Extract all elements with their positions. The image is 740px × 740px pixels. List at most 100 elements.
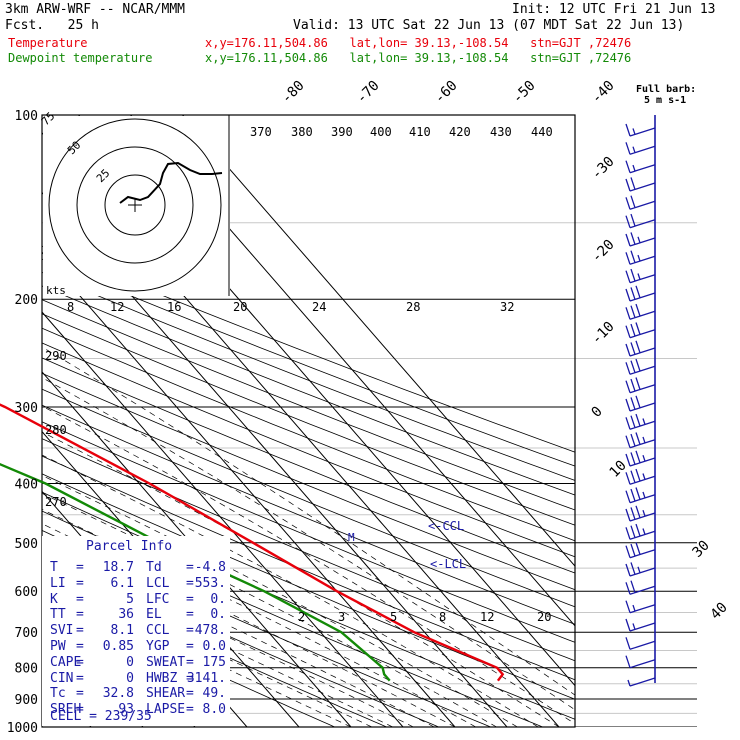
dry-adiabat — [42, 591, 335, 727]
parcel-cell: LFC — [146, 591, 170, 607]
parcel-cell: = — [186, 654, 194, 670]
theta-label: 370 — [250, 125, 272, 139]
parcel-cell: K — [50, 591, 58, 607]
temperature-profile — [0, 403, 505, 682]
pressure-tick-label: 1000 — [7, 721, 38, 736]
wind-barb — [625, 195, 656, 210]
parcel-cell: = — [186, 591, 194, 607]
dry-adiabat — [42, 245, 575, 453]
wind-barb — [625, 523, 656, 540]
wind-barb — [625, 250, 656, 265]
mixing-ratio-label: 3 — [338, 610, 345, 624]
wind-barb — [625, 505, 656, 522]
parcel-cell: = — [186, 560, 194, 575]
parcel-cell: SVI — [50, 623, 74, 639]
theta-label: 420 — [449, 125, 471, 139]
isotherm-label: 10 — [607, 458, 630, 481]
wind-barb — [625, 450, 656, 467]
isotherm-line — [182, 115, 575, 567]
wind-barb — [627, 677, 656, 687]
parcel-cell: 175 — [202, 654, 226, 670]
isotherm-label: -60 — [432, 78, 461, 107]
parcel-cell: = — [186, 575, 194, 591]
dry-adiabat — [42, 271, 575, 481]
parcel-cell: 0.0 — [202, 639, 226, 654]
parcel-cell: CIN — [50, 670, 74, 686]
theta-label: 270 — [45, 495, 67, 509]
parcel-cell: LAPSE — [146, 702, 186, 718]
wind-barb — [625, 580, 656, 595]
mixing-ratio-label: 2 — [298, 610, 305, 624]
wind-barb — [625, 542, 656, 559]
wind-barb — [625, 395, 656, 412]
pressure-tick-label: 800 — [15, 662, 38, 677]
parcel-cell: = — [186, 607, 194, 623]
mixing-ratio-label: 12 — [110, 300, 124, 314]
parcel-cell: = — [76, 702, 84, 718]
isotherm-label: -80 — [279, 78, 308, 107]
parcel-cell: 0. — [210, 591, 226, 607]
parcel-cell: = — [76, 575, 84, 591]
dry-adiabat — [42, 570, 387, 727]
moist-adiabat — [42, 508, 476, 727]
dry-adiabat — [42, 404, 575, 625]
parcel-cell: 32.8 — [102, 686, 134, 702]
parcel-cell: EL — [146, 607, 162, 623]
wind-barb — [625, 600, 656, 614]
model-title: 3km ARW-WRF -- NCAR/MMM — [5, 2, 186, 17]
temperature-station-info: x,y=176.11,504.86 lat,lon= 39.13,-108.54… — [205, 36, 632, 50]
parcel-cell: CAPE — [50, 654, 82, 670]
wind-barb — [625, 123, 656, 137]
parcel-cell: 8.0 — [202, 702, 226, 718]
dry-adiabat — [42, 258, 575, 467]
parcel-cell: T — [50, 560, 58, 575]
parcel-cell: = — [76, 686, 84, 702]
isotherm-label: 30 — [690, 538, 713, 561]
parcel-cell: SHEAR — [146, 686, 186, 702]
isotherm-line — [42, 251, 456, 727]
pressure-tick-label: 900 — [15, 693, 38, 708]
isotherm-label: -30 — [589, 154, 618, 183]
parcel-cell: 0. — [210, 607, 226, 623]
wind-barb — [625, 177, 656, 192]
theta-label: 280 — [45, 423, 67, 437]
parcel-cell: SWEAT — [146, 654, 186, 670]
parcel-cell: 0 — [126, 670, 134, 686]
dewpoint-station-info: x,y=176.11,504.86 lat,lon= 39.13,-108.54… — [205, 51, 632, 65]
moist-adiabat — [42, 474, 518, 727]
wind-barb — [625, 340, 656, 357]
init-time: Init: 12 UTC Fri 21 Jun 13 — [512, 2, 716, 17]
mixing-ratio-label: 20 — [537, 610, 551, 624]
wind-barb — [625, 618, 656, 632]
parcel-cell: = — [76, 654, 84, 670]
mixing-ratio-label: 8 — [439, 610, 446, 624]
ccl-marker: <-CCL — [428, 519, 464, 533]
barb-legend-title: Full barb: — [636, 84, 697, 95]
mixing-ratio-label: 28 — [406, 300, 420, 314]
parcel-cell: 0.85 — [102, 639, 134, 654]
mixing-ratio-label: 12 — [480, 610, 494, 624]
theta-label: 290 — [45, 349, 67, 363]
plot-frame — [41, 114, 576, 728]
parcel-cell: Tc — [50, 686, 66, 702]
parcel-cell: Td — [146, 560, 162, 575]
lcl-marker: <-LCL — [430, 557, 466, 571]
parcel-cell: = — [186, 623, 194, 639]
moist-adiabat — [42, 580, 352, 727]
pressure-tick-label: 500 — [15, 537, 38, 552]
wind-barb — [625, 322, 656, 339]
theta-label: 380 — [291, 125, 313, 139]
parcel-cell: = — [76, 670, 84, 686]
dry-adiabat — [42, 388, 575, 608]
wind-barb — [625, 213, 656, 229]
mixing-ratio-label: 5 — [390, 610, 397, 624]
theta-label: 390 — [331, 125, 353, 139]
wind-barb — [625, 268, 656, 284]
isotherm-label: -70 — [354, 78, 383, 107]
wind-barb — [625, 285, 656, 302]
wind-barb — [625, 232, 656, 247]
parcel-cell: 0 — [126, 654, 134, 670]
dry-adiabat — [42, 299, 575, 511]
isotherm-label: 40 — [708, 600, 731, 623]
